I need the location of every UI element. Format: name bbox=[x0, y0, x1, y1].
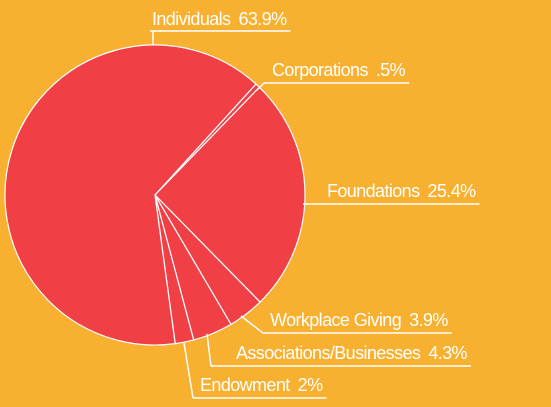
slice-label: Individuals 63.9% bbox=[152, 9, 287, 29]
slice-label: Endowment 2% bbox=[200, 375, 323, 395]
category-name: Associations/Businesses bbox=[236, 343, 421, 363]
slice-label: Foundations 25.4% bbox=[327, 181, 476, 201]
slice-label: Workplace Giving 3.9% bbox=[270, 310, 448, 330]
slice-label: Corporations .5% bbox=[272, 60, 406, 80]
category-name: Individuals bbox=[152, 9, 231, 29]
value-label: 4.3% bbox=[428, 343, 467, 363]
category-name: Workplace Giving bbox=[270, 310, 401, 330]
leader-line bbox=[240, 315, 264, 334]
category-name: Foundations bbox=[327, 181, 420, 201]
category-name: Corporations bbox=[272, 60, 368, 80]
value-label: 25.4% bbox=[427, 181, 476, 201]
leader-line bbox=[256, 82, 265, 91]
category-name: Endowment bbox=[200, 375, 290, 395]
value-label: 3.9% bbox=[409, 310, 448, 330]
value-label: 63.9% bbox=[238, 9, 287, 29]
value-label: 2% bbox=[298, 375, 323, 395]
slice-label: Associations/Businesses 4.3% bbox=[236, 343, 468, 363]
pie-slice bbox=[4, 44, 257, 346]
pie-slice bbox=[154, 86, 306, 303]
leader-line bbox=[183, 342, 194, 399]
leader-line bbox=[206, 333, 212, 367]
value-label: .5% bbox=[376, 60, 406, 80]
